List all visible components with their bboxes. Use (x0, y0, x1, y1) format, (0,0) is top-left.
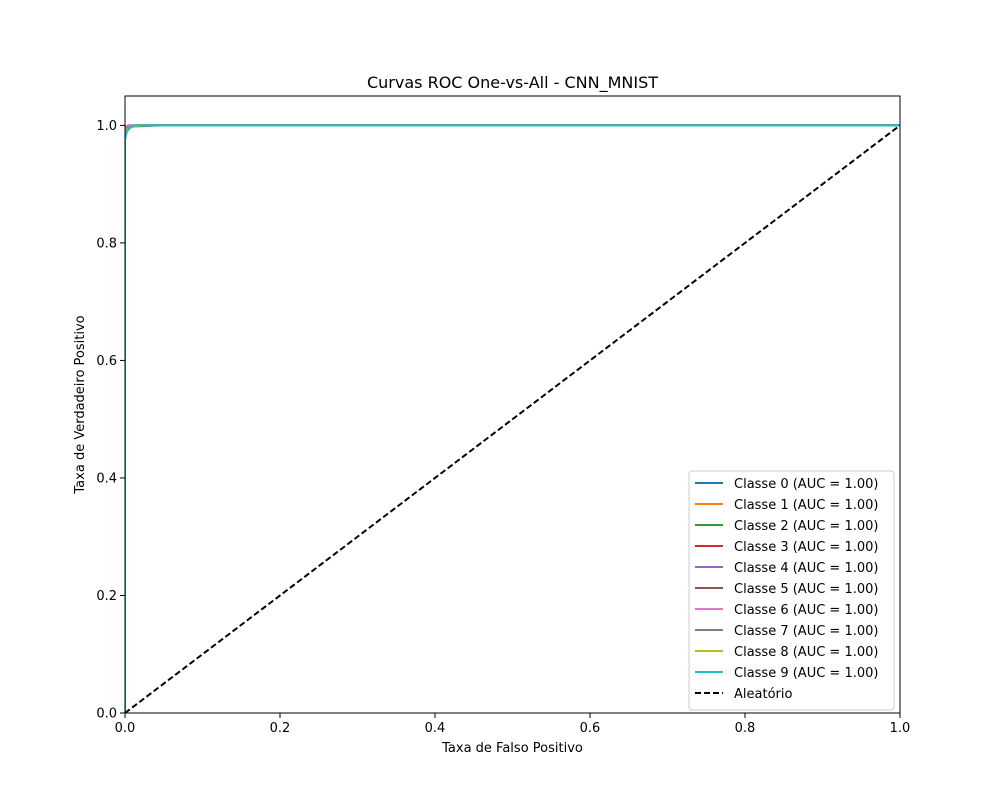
legend-label: Classe 8 (AUC = 1.00) (734, 645, 878, 660)
y-tick-label: 0.4 (96, 471, 117, 486)
random-baseline-line (125, 124, 900, 713)
legend-label: Classe 0 (AUC = 1.00) (734, 477, 878, 492)
roc-curve-class-9 (125, 124, 900, 713)
legend-label: Classe 9 (AUC = 1.00) (734, 666, 878, 681)
legend: Classe 0 (AUC = 1.00) Classe 1 (AUC = 1.0… (688, 470, 895, 711)
plot-area (124, 95, 901, 714)
chart-title: Curvas ROC One-vs-All - CNN_MNIST (367, 73, 658, 93)
x-tick-label: 0.4 (425, 721, 446, 736)
y-tick-label: 1.0 (96, 119, 117, 134)
legend-label: Classe 1 (AUC = 1.00) (734, 498, 878, 513)
legend-box (688, 470, 895, 711)
y-tick-label: 0.6 (96, 354, 117, 369)
series-layer (125, 124, 900, 713)
y-axis-label: Taxa de Verdadeiro Positivo (73, 315, 88, 494)
x-axis: 0.0 0.2 0.4 0.6 0.8 1.0 (115, 713, 911, 736)
x-tick-label: 0.2 (270, 721, 291, 736)
x-tick-label: 1.0 (890, 721, 911, 736)
y-tick-label: 0.2 (96, 589, 117, 604)
legend-label: Classe 7 (AUC = 1.00) (734, 624, 878, 639)
legend-label: Classe 5 (AUC = 1.00) (734, 582, 878, 597)
y-tick-label: 0.8 (96, 236, 117, 251)
x-tick-label: 0.6 (580, 721, 601, 736)
axes-frame (124, 95, 901, 714)
x-tick-label: 0.8 (735, 721, 756, 736)
y-tick-label: 0.0 (96, 707, 117, 722)
legend-label: Classe 2 (AUC = 1.00) (734, 519, 878, 534)
x-axis-label: Taxa de Falso Positivo (441, 741, 583, 756)
x-tick-label: 0.0 (115, 721, 136, 736)
legend-label: Classe 4 (AUC = 1.00) (734, 561, 878, 576)
legend-label: Classe 3 (AUC = 1.00) (734, 540, 878, 555)
legend-label: Aleatório (734, 687, 792, 702)
y-axis: 0.0 0.2 0.4 0.6 0.8 1.0 (96, 119, 125, 722)
legend-label: Classe 6 (AUC = 1.00) (734, 603, 878, 618)
